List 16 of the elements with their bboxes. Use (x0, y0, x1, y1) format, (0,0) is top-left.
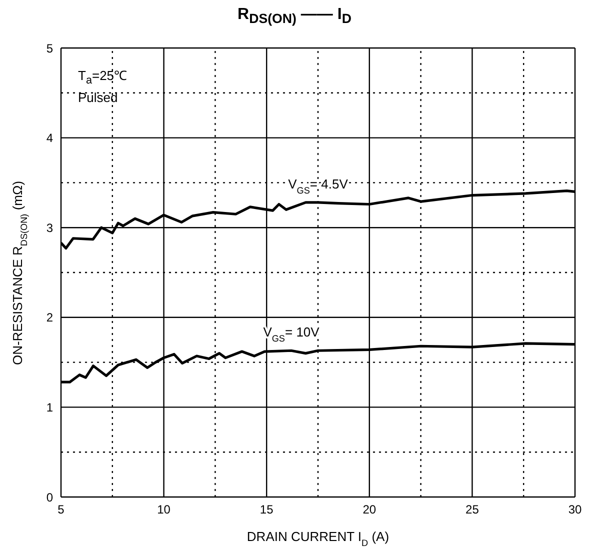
y-tick-label: 2 (46, 310, 54, 325)
y-tick-label: 4 (46, 131, 54, 146)
x-tick-label: 10 (157, 502, 171, 517)
x-tick-label: 25 (466, 502, 480, 517)
annotation: Pulsed (78, 90, 118, 105)
x-tick-label: 30 (568, 502, 582, 517)
y-tick-label: 5 (46, 41, 54, 56)
annotation: T$_{a}$=25℃ (78, 67, 128, 87)
x-tick-label: 5 (58, 502, 65, 517)
x-axis-title: DRAIN CURRENT I$_{D}$ (A) (246, 529, 390, 548)
y-tick-label: 1 (46, 400, 54, 414)
x-tick-label: 20 (362, 502, 376, 517)
y-tick-label: 0 (46, 490, 54, 504)
y-tick-label: 3 (46, 220, 54, 235)
x-tick-label: 15 (260, 502, 274, 517)
chart-title: R$_{DS(ON)}$ —— I$_{D}$ (236, 6, 352, 26)
